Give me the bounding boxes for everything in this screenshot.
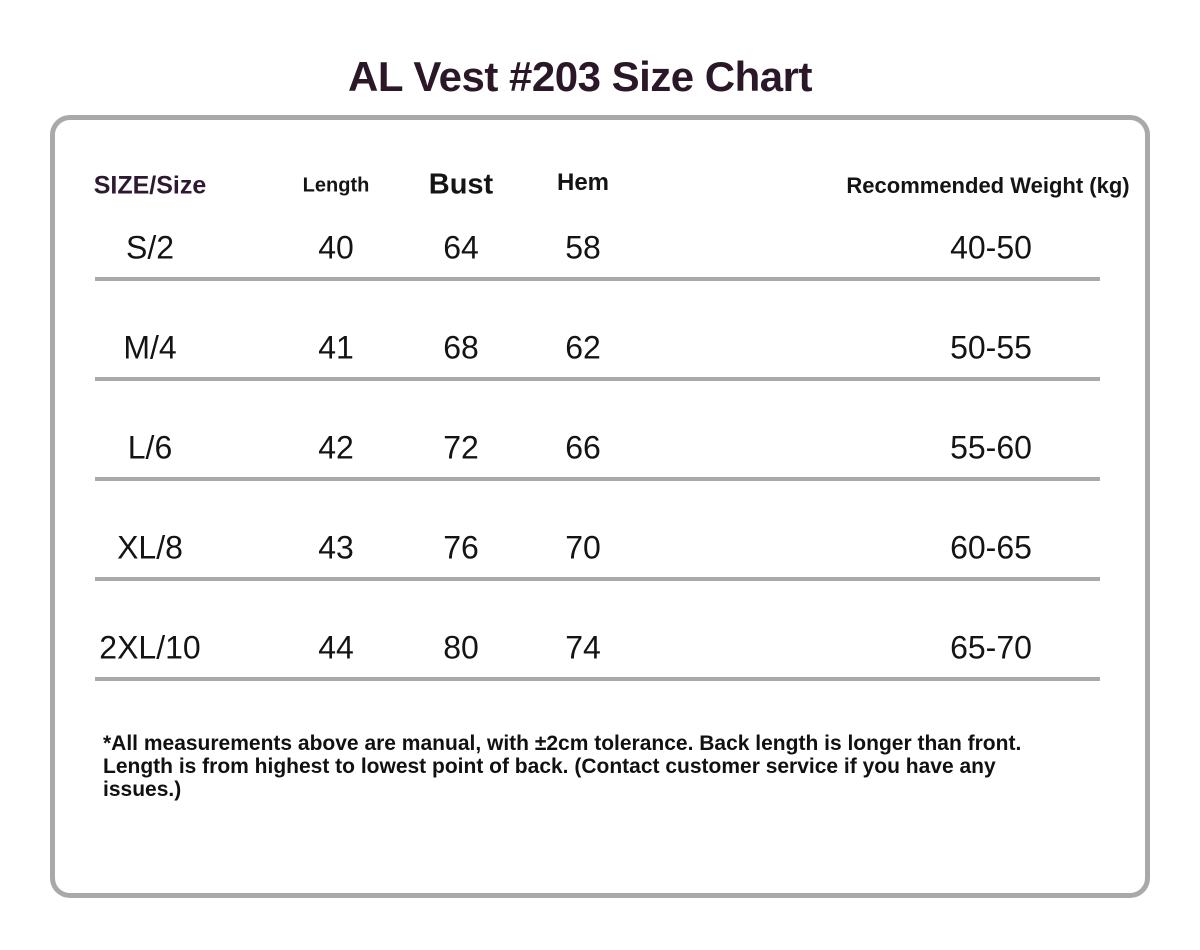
header-bust: Bust — [428, 168, 494, 201]
cell-length: 41 — [318, 329, 354, 366]
cell-weight: 60-65 — [950, 529, 1032, 566]
cell-bust: 72 — [443, 429, 479, 466]
row-divider — [95, 377, 1100, 381]
disclaimer-line: Length is from highest to lowest point o… — [103, 755, 996, 778]
cell-hem: 62 — [565, 329, 601, 366]
row-divider — [95, 577, 1100, 581]
cell-length: 44 — [318, 629, 354, 666]
cell-bust: 64 — [443, 229, 479, 266]
table-row: 2XL/10 44 80 74 65-70 — [55, 598, 1145, 698]
cell-hem: 74 — [565, 629, 601, 666]
row-divider — [95, 477, 1100, 481]
cell-weight: 40-50 — [950, 229, 1032, 266]
size-chart-card: SIZE/Size Length Bust Hem Recommended We… — [50, 115, 1150, 898]
cell-weight: 50-55 — [950, 329, 1032, 366]
cell-length: 42 — [318, 429, 354, 466]
table-row: M/4 41 68 62 50-55 — [55, 298, 1145, 398]
table-row: S/2 40 64 58 40-50 — [55, 198, 1145, 298]
cell-weight: 65-70 — [950, 629, 1032, 666]
header-weight: Recommended Weight (kg) — [846, 173, 1130, 198]
table-row: L/6 42 72 66 55-60 — [55, 398, 1145, 498]
header-size: SIZE/Size — [93, 171, 207, 200]
cell-size: S/2 — [125, 229, 175, 266]
row-divider — [95, 277, 1100, 281]
cell-size: M/4 — [123, 329, 177, 366]
cell-bust: 80 — [443, 629, 479, 666]
page-title: AL Vest #203 Size Chart — [348, 53, 812, 100]
table-row: XL/8 43 76 70 60-65 — [55, 498, 1145, 598]
header-hem: Hem — [556, 169, 610, 196]
row-divider — [95, 677, 1100, 681]
disclaimer-line: *All measurements above are manual, with… — [103, 732, 1022, 755]
cell-bust: 76 — [443, 529, 479, 566]
cell-size: L/6 — [127, 429, 173, 466]
disclaimer-line: issues.) — [103, 778, 182, 801]
table-header-row: SIZE/Size Length Bust Hem Recommended We… — [55, 120, 1145, 238]
header-length: Length — [302, 174, 370, 197]
cell-size: 2XL/10 — [99, 629, 201, 666]
cell-size: XL/8 — [117, 529, 183, 566]
cell-length: 43 — [318, 529, 354, 566]
measurement-disclaimer: *All measurements above are manual, with… — [103, 732, 1108, 801]
cell-hem: 70 — [565, 529, 601, 566]
cell-bust: 68 — [443, 329, 479, 366]
cell-hem: 58 — [565, 229, 601, 266]
cell-weight: 55-60 — [950, 429, 1032, 466]
cell-hem: 66 — [565, 429, 601, 466]
cell-length: 40 — [318, 229, 354, 266]
